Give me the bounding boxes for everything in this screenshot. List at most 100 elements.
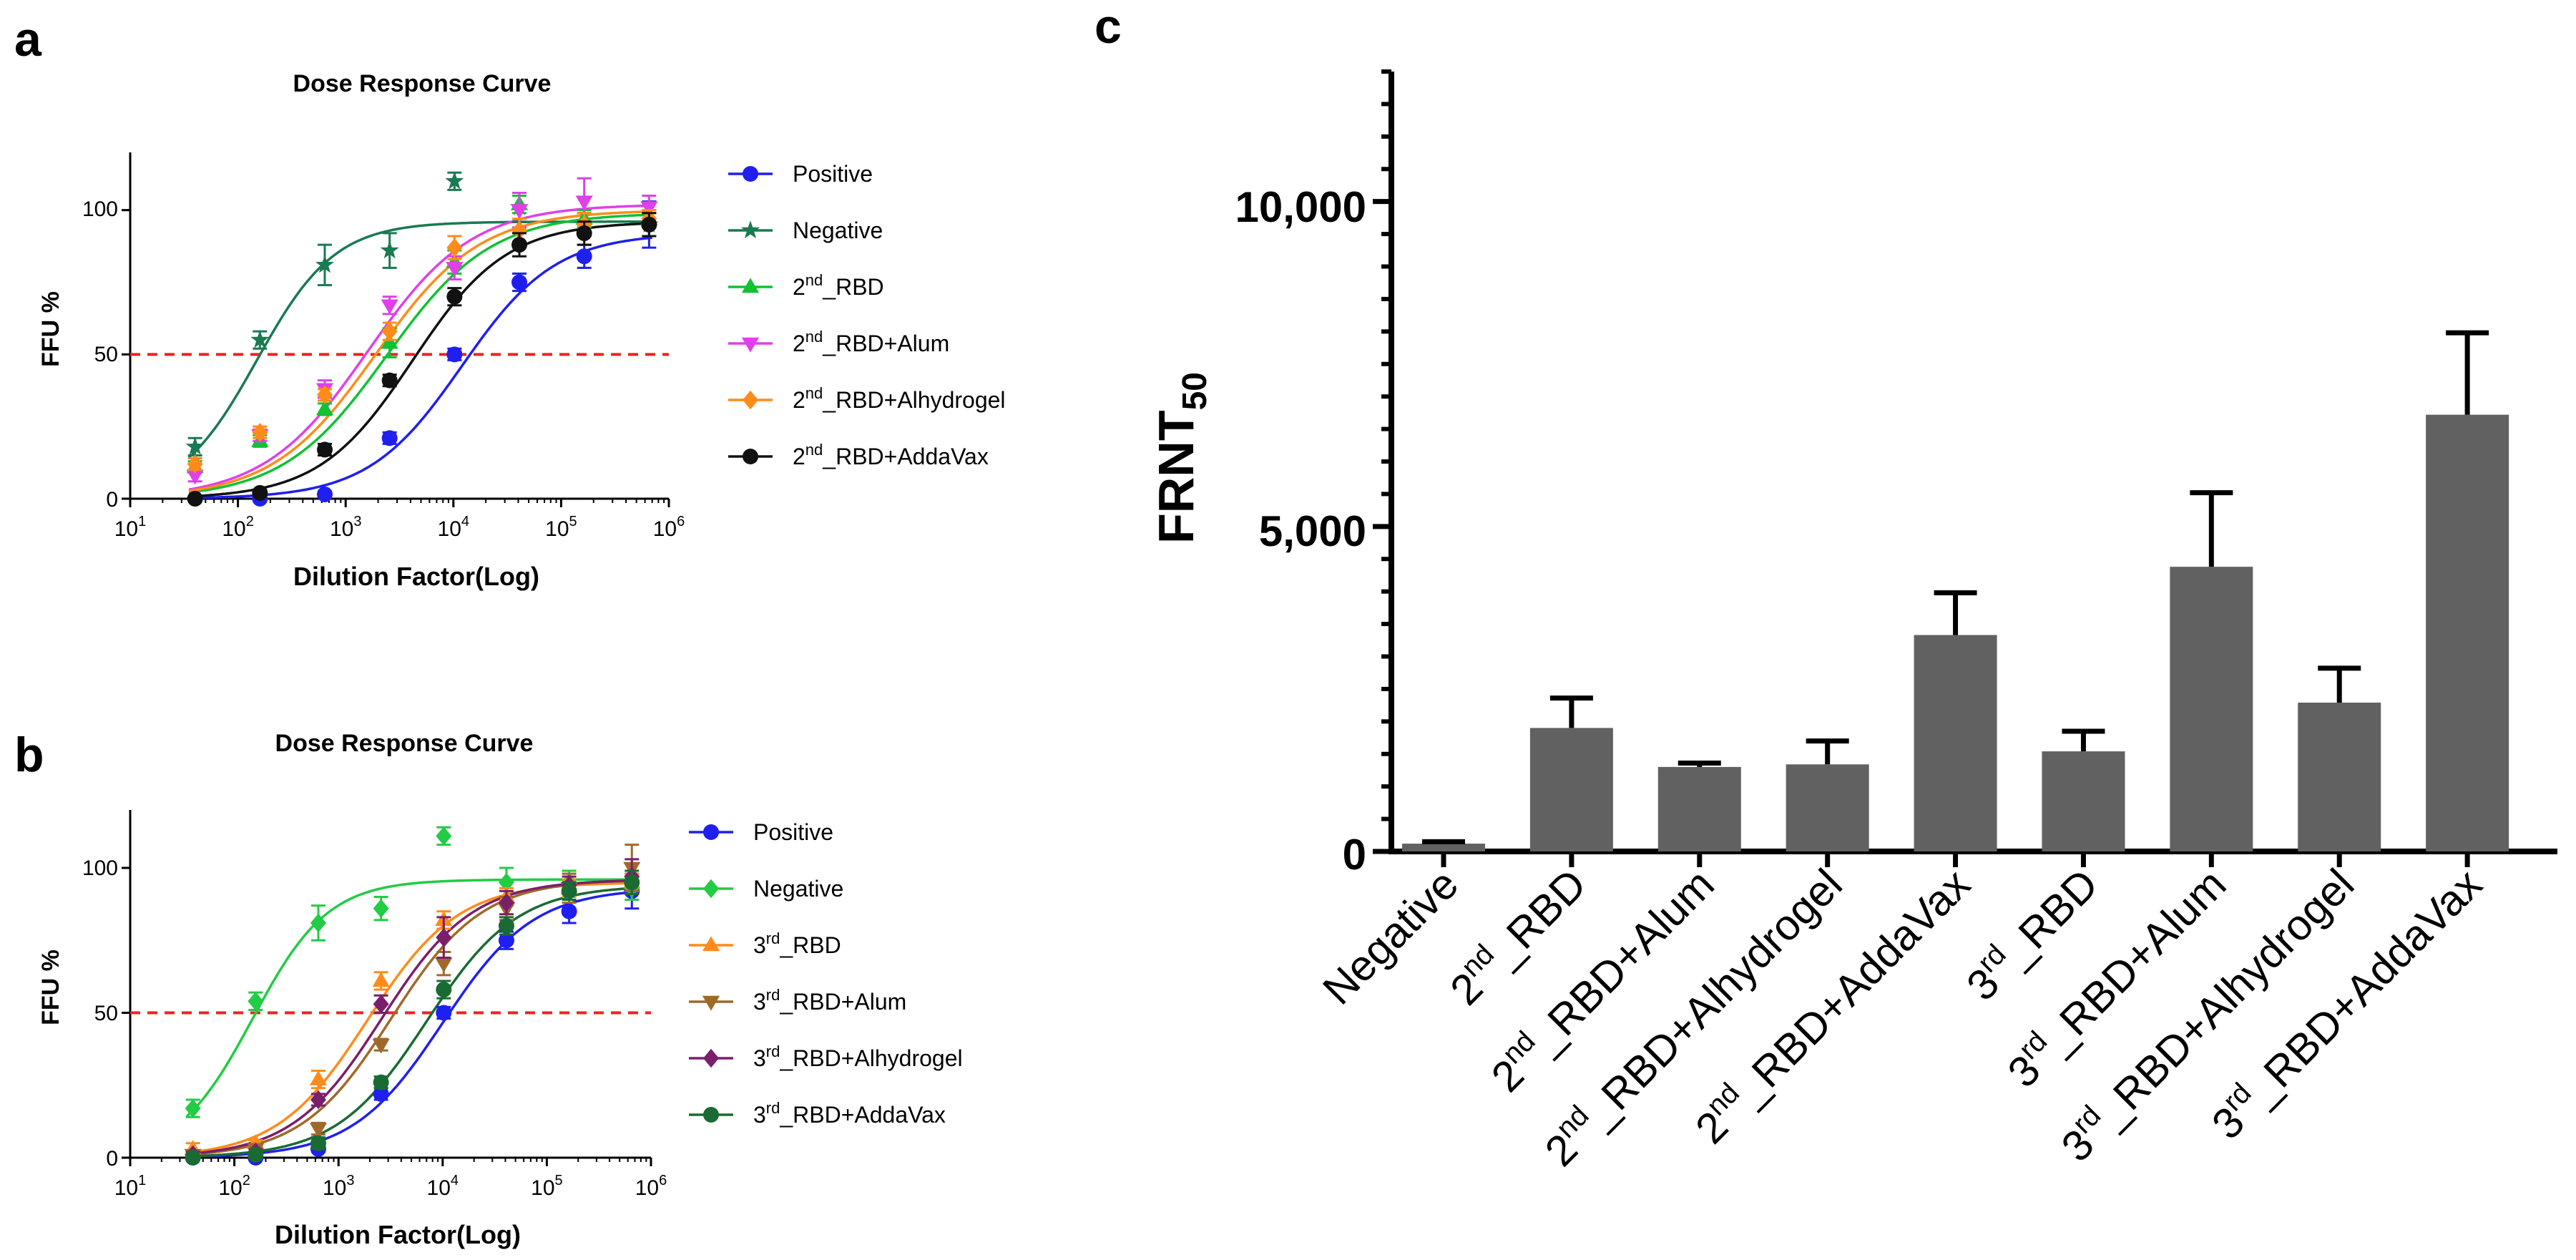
x-tick-base: 10 bbox=[323, 1176, 346, 1200]
x-tick-exponent: 4 bbox=[461, 514, 469, 529]
panel-a-legend: PositiveNegative2nd_RBD2nd_RBD+Alum2nd_R… bbox=[728, 161, 1006, 469]
x-tick-label: 102 bbox=[218, 1173, 250, 1200]
data-point-2nd-rbd-addavax bbox=[187, 491, 203, 507]
legend-label-sup: nd bbox=[805, 271, 823, 289]
x-tick-label-negative: Negative bbox=[1313, 860, 1467, 1014]
data-point-2nd-rbd-addavax bbox=[641, 216, 657, 233]
x-tick-suffix: _RBD+AddaVax bbox=[1725, 860, 1979, 1114]
x-tick-base: 10 bbox=[427, 1176, 451, 1200]
panel-c-x-tick-labels: Negative2nd_RBD2nd_RBD+Alum2nd_RBD+Alhyd… bbox=[1313, 860, 2491, 1176]
data-point-2nd-rbd-alhydrogel bbox=[317, 385, 333, 404]
data-point-positive bbox=[576, 248, 592, 265]
legend-marker-2nd-rbd-alhydrogel bbox=[743, 390, 758, 410]
panel-c-y-tick-10000: 10,000 bbox=[1235, 183, 1366, 231]
x-tick-label: 106 bbox=[635, 1173, 667, 1200]
legend-label-positive: Positive bbox=[793, 161, 873, 187]
data-point-negative bbox=[380, 240, 399, 259]
legend-label-prefix: 2 bbox=[793, 387, 805, 413]
x-tick-exponent: 2 bbox=[246, 514, 254, 529]
data-point-2nd-rbd-addavax bbox=[446, 288, 463, 305]
data-point-2nd-rbd-alum bbox=[446, 262, 464, 277]
panel-b-curves bbox=[185, 878, 635, 1158]
panel-a-x-tick-labels: 101 102 103 104 105 106 bbox=[114, 514, 685, 541]
x-tick-label: 105 bbox=[531, 1173, 563, 1200]
curve-3rd-rbd-addavax bbox=[187, 887, 635, 1158]
legend-label-text: Positive bbox=[753, 819, 833, 845]
data-point-negative bbox=[248, 992, 264, 1011]
legend-marker-positive bbox=[743, 166, 758, 182]
legend-marker-3rd-rbd bbox=[702, 936, 720, 952]
data-point-3rd-rbd-addavax bbox=[498, 918, 514, 934]
bar-2nd-rbd bbox=[1529, 728, 1613, 851]
data-point-3rd-rbd-addavax bbox=[373, 1074, 389, 1090]
panel-a-y-tick-50: 50 bbox=[94, 343, 118, 366]
data-point-3rd-rbd-alhydrogel bbox=[310, 1090, 326, 1110]
data-point-positive bbox=[446, 346, 463, 363]
x-tick-label: 104 bbox=[438, 514, 470, 541]
x-tick-exponent: 2 bbox=[243, 1173, 250, 1188]
legend-label-3rd-rbd-alum: 3rd_RBD+Alum bbox=[753, 986, 906, 1015]
panel-a-title: Dose Response Curve bbox=[293, 70, 552, 97]
data-point-3rd-rbd-addavax bbox=[185, 1150, 201, 1166]
panel-label-a: a bbox=[14, 12, 42, 67]
x-tick-label: 105 bbox=[545, 514, 577, 541]
x-tick-exponent: 5 bbox=[569, 514, 577, 529]
x-tick-exponent: 6 bbox=[677, 514, 685, 529]
x-tick-suffix: _RBD bbox=[1480, 860, 1595, 975]
x-tick-exponent: 1 bbox=[138, 1173, 146, 1188]
bar-3rd-rbd-addavax bbox=[2426, 414, 2509, 851]
data-point-2nd-rbd-addavax bbox=[576, 225, 592, 241]
panel-a-y-tick-labels: 0 50 100 bbox=[82, 197, 118, 512]
data-point-positive bbox=[373, 1085, 389, 1102]
x-tick-exponent: 3 bbox=[353, 514, 361, 529]
legend-label-sup: rd bbox=[766, 986, 780, 1004]
bar-3rd-rbd bbox=[2042, 751, 2125, 851]
data-point-negative bbox=[436, 826, 452, 846]
x-tick-base: 10 bbox=[114, 517, 138, 541]
data-point-2nd-rbd-alhydrogel bbox=[381, 321, 398, 341]
legend-label-text: Negative bbox=[793, 218, 883, 243]
legend-label-negative: Negative bbox=[793, 218, 883, 243]
legend-label-suffix: _RBD+AddaVax bbox=[779, 1102, 946, 1128]
legend-label-3rd-rbd-addavax: 3rd_RBD+AddaVax bbox=[753, 1099, 946, 1128]
panel-b-legend: PositiveNegative3rd_RBD3rd_RBD+Alum3rd_R… bbox=[689, 819, 963, 1128]
panel-c-y-tick-labels: 0 5,000 10,000 bbox=[1235, 183, 1366, 879]
legend-marker-3rd-rbd-alhydrogel bbox=[703, 1048, 719, 1068]
x-tick-base: 10 bbox=[114, 1176, 138, 1200]
x-tick-label: 106 bbox=[653, 514, 685, 541]
data-point-positive bbox=[561, 903, 577, 919]
x-tick-suffix: _RBD+AddaVax bbox=[2237, 860, 2491, 1114]
legend-label-positive: Positive bbox=[753, 819, 833, 845]
panel-b-y-tick-labels: 0 50 100 bbox=[82, 856, 118, 1171]
data-point-negative bbox=[310, 913, 326, 933]
legend-label-sup: nd bbox=[805, 384, 823, 402]
panel-a-x-label: Dilution Factor(Log) bbox=[293, 562, 539, 591]
data-point-2nd-rbd-addavax bbox=[252, 484, 268, 501]
panel-b-x-label: Dilution Factor(Log) bbox=[275, 1220, 521, 1249]
data-point-negative bbox=[185, 436, 205, 455]
panel-b-points bbox=[184, 826, 641, 1166]
panel-b-dose-response: Dose Response Curve FFU % Dilution Facto… bbox=[37, 730, 963, 1249]
data-point-3rd-rbd-addavax bbox=[436, 982, 452, 998]
data-point-3rd-rbd bbox=[309, 1070, 328, 1085]
legend-label-suffix: _RBD bbox=[822, 274, 883, 300]
legend-label-text: Negative bbox=[753, 876, 843, 902]
data-point-3rd-rbd-addavax bbox=[561, 883, 577, 899]
legend-label-text: Positive bbox=[793, 161, 873, 187]
data-point-3rd-rbd-alum bbox=[309, 1123, 328, 1138]
legend-marker-2nd-rbd-alum bbox=[741, 337, 760, 353]
curve-2nd-rbd-addavax bbox=[188, 222, 652, 498]
legend-label-prefix: 2 bbox=[793, 444, 805, 469]
legend-label-sup: rd bbox=[766, 1099, 780, 1117]
x-tick-text: Negative bbox=[1313, 860, 1467, 1014]
legend-label-sup: rd bbox=[766, 929, 780, 947]
legend-label-prefix: 3 bbox=[753, 1102, 766, 1128]
data-point-negative bbox=[250, 330, 270, 348]
x-tick-label: 103 bbox=[330, 514, 362, 541]
bar-2nd-rbd-alhydrogel bbox=[1786, 764, 1869, 851]
data-point-2nd-rbd-alum bbox=[510, 204, 529, 220]
x-tick-suffix: _RBD bbox=[1992, 860, 2107, 975]
x-tick-label: 102 bbox=[222, 514, 254, 541]
x-tick-base: 10 bbox=[531, 1176, 554, 1200]
legend-marker-negative bbox=[740, 220, 760, 239]
